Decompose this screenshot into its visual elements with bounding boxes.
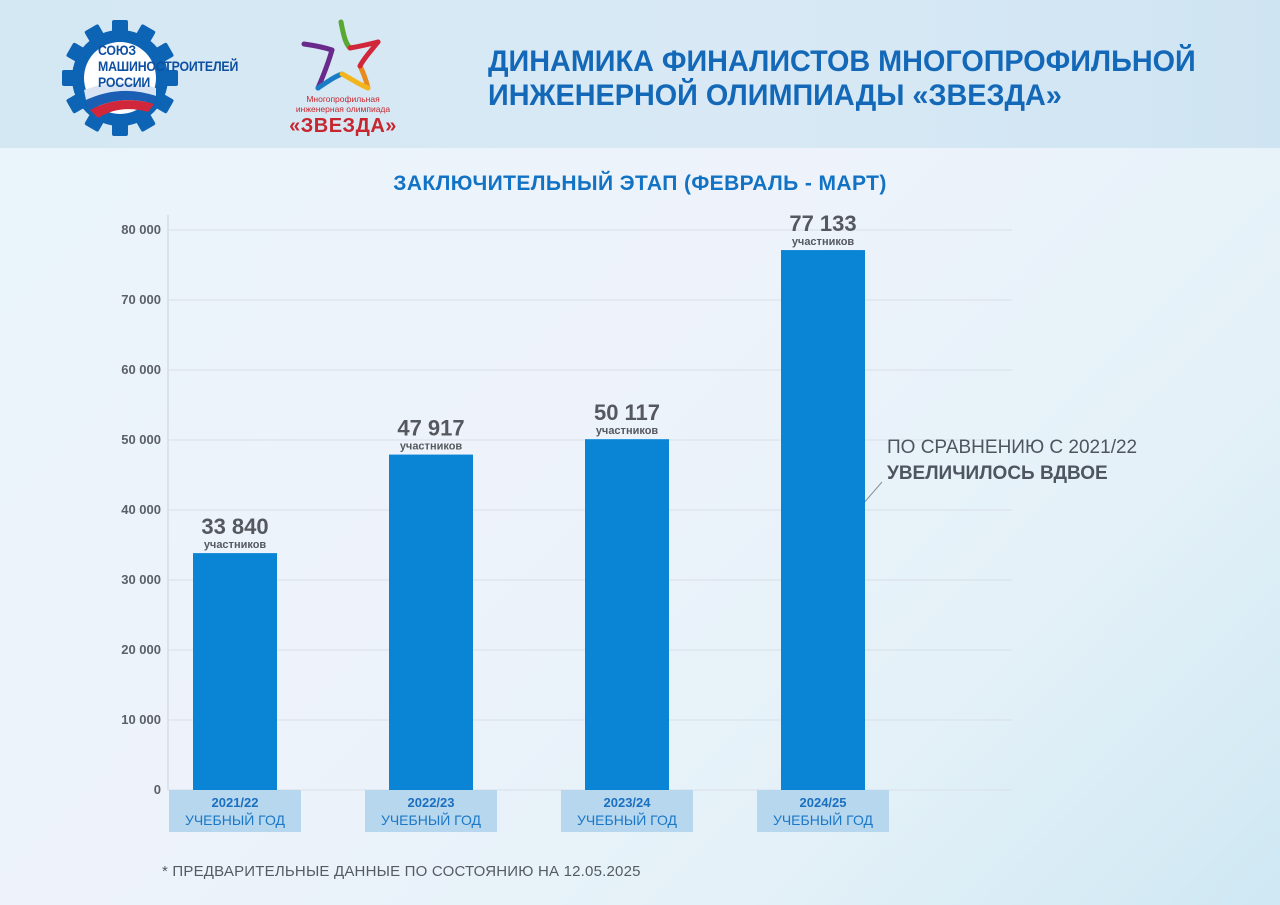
union-logo-text: СОЮЗ МАШИНОСТРОИТЕЛЕЙ РОССИИ — [98, 42, 239, 90]
bar-value-label: 33 840 — [201, 514, 268, 539]
comparison-note: ПО СРАВНЕНИЮ С 2021/22 УВЕЛИЧИЛОСЬ ВДВОЕ — [887, 435, 1217, 487]
bar-unit-label: участников — [596, 425, 659, 437]
header-band — [0, 0, 1280, 148]
category-label-box — [757, 790, 889, 832]
category-label: 2021/22 — [212, 795, 259, 810]
gear-logo-icon — [62, 20, 178, 136]
comparison-note-line-2: УВЕЛИЧИЛОСЬ ВДВОЕ — [887, 463, 1108, 484]
bar-unit-label: участников — [400, 441, 463, 453]
category-label-box — [365, 790, 497, 832]
y-tick-label: 40 000 — [121, 502, 161, 517]
olympiad-caption-line-2: инженерная олимпиада — [295, 104, 391, 114]
category-label: 2023/24 — [604, 795, 652, 810]
y-tick-label: 60 000 — [121, 362, 161, 377]
category-sublabel: УЧЕБНЫЙ ГОД — [381, 811, 482, 828]
olympiad-logo-name: «ЗВЕЗДА» — [289, 115, 397, 137]
category-label: 2024/25 — [800, 795, 847, 810]
category-label-box — [169, 790, 301, 832]
page-title-line-1: ДИНАМИКА ФИНАЛИСТОВ МНОГОПРОФИЛЬНОЙ — [488, 45, 1196, 78]
y-tick-label: 0 — [154, 782, 161, 797]
category-sublabel: УЧЕБНЫЙ ГОД — [773, 811, 874, 828]
star-logo-icon — [301, 19, 381, 91]
bar-unit-label: участников — [792, 236, 855, 248]
comparison-note-line-1: ПО СРАВНЕНИЮ С 2021/22 — [887, 437, 1138, 458]
y-tick-label: 80 000 — [121, 222, 161, 237]
bar — [389, 454, 473, 790]
page-title-line-2: ИНЖЕНЕРНОЙ ОЛИМПИАДЫ «ЗВЕЗДА» — [488, 79, 1062, 112]
category-label-box — [561, 790, 693, 832]
bar-value-label: 77 133 — [789, 211, 856, 236]
bar — [781, 250, 865, 791]
olympiad-caption-line-1: Многопрофильная — [306, 94, 380, 104]
bar — [193, 553, 277, 790]
footnote: * ПРЕДВАРИТЕЛЬНЫЕ ДАННЫЕ ПО СОСТОЯНИЮ НА… — [162, 863, 641, 880]
y-tick-label: 20 000 — [121, 642, 161, 657]
union-logo-line-2: МАШИНОСТРОИТЕЛЕЙ — [98, 58, 239, 74]
y-tick-label: 30 000 — [121, 572, 161, 587]
page-title: ДИНАМИКА ФИНАЛИСТОВ МНОГОПРОФИЛЬНОЙ ИНЖЕ… — [488, 45, 1237, 113]
union-logo-line-1: СОЮЗ — [98, 42, 136, 58]
category-sublabel: УЧЕБНЫЙ ГОД — [185, 811, 286, 828]
y-tick-label: 50 000 — [121, 432, 161, 447]
bar-value-label: 47 917 — [397, 416, 464, 441]
y-tick-label: 70 000 — [121, 292, 161, 307]
bar-unit-label: участников — [204, 539, 267, 551]
union-logo-line-3: РОССИИ — [98, 74, 151, 90]
category-sublabel: УЧЕБНЫЙ ГОД — [577, 811, 678, 828]
olympiad-logo-caption: Многопрофильная инженерная олимпиада — [283, 94, 403, 114]
chart-title: ЗАКЛЮЧИТЕЛЬНЫЙ ЭТАП (ФЕВРАЛЬ - МАРТ) — [393, 172, 887, 195]
bar-value-label: 50 117 — [594, 400, 660, 425]
bar — [585, 439, 669, 790]
category-label: 2022/23 — [408, 795, 455, 810]
y-tick-label: 10 000 — [121, 712, 161, 727]
